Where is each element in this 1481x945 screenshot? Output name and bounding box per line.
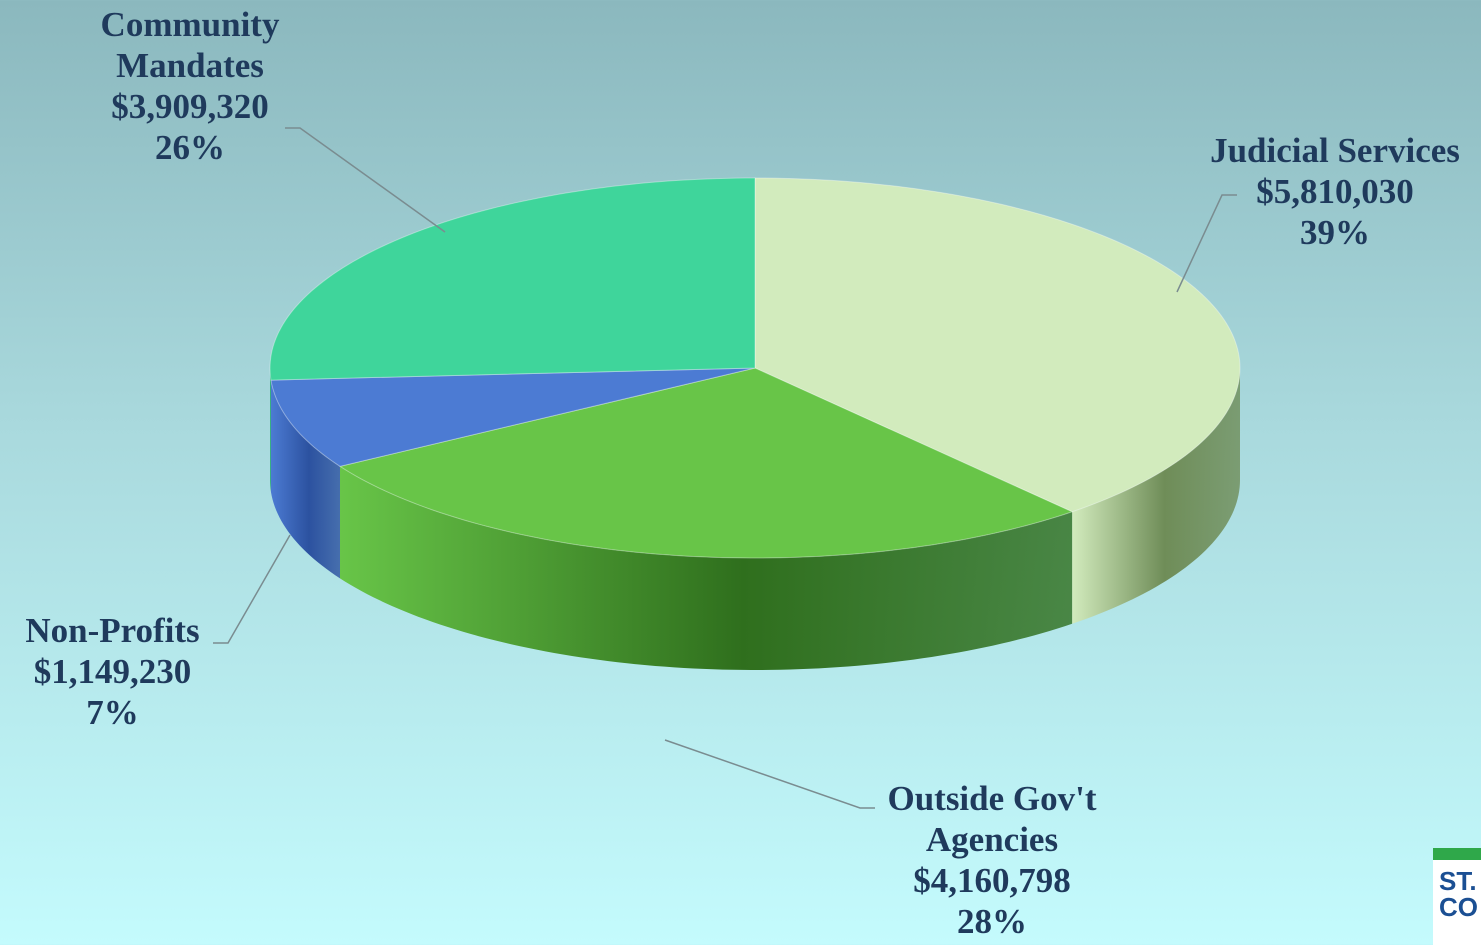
- slice-side: [270, 368, 271, 493]
- value-label: $1,149,230: [33, 652, 192, 691]
- category-label: Outside Gov't Agencies: [887, 779, 1097, 859]
- slice-tops: [269, 177, 1241, 559]
- percent-label: 26%: [155, 128, 225, 167]
- slice-side: [1072, 368, 1240, 624]
- leader-line: [664, 739, 875, 809]
- slice-label: Community Mandates $3,909,320 26%: [70, 4, 310, 168]
- slice-side: [270, 380, 341, 579]
- slice-side: [340, 466, 1073, 670]
- logo: ST. CO: [1433, 848, 1481, 945]
- slice: [338, 367, 1074, 559]
- slice: [269, 177, 756, 381]
- percent-label: 28%: [957, 902, 1027, 941]
- slice-label: Non-Profits $1,149,230 7%: [0, 610, 225, 733]
- value-label: $4,160,798: [913, 861, 1071, 900]
- value-label: $3,909,320: [111, 87, 269, 126]
- logo-text: ST.: [1439, 866, 1477, 896]
- category-label: Community Mandates: [100, 5, 280, 85]
- slice-label: Outside Gov't Agencies $4,160,798 28%: [857, 778, 1127, 942]
- leader-lines: [213, 127, 1237, 809]
- slice: [754, 177, 1241, 513]
- leader-line: [285, 127, 446, 233]
- category-label: Judicial Services: [1210, 131, 1460, 170]
- slice-sides: [270, 368, 1240, 670]
- slice-label: Judicial Services $5,810,030 39%: [1185, 130, 1481, 253]
- slice: [270, 367, 756, 467]
- value-label: $5,810,030: [1256, 172, 1414, 211]
- logo-text: CO: [1439, 892, 1478, 922]
- leader-line: [213, 534, 291, 644]
- percent-label: 7%: [86, 693, 139, 732]
- category-label: Non-Profits: [25, 611, 200, 650]
- leader-line: [1176, 194, 1237, 293]
- percent-label: 39%: [1300, 213, 1370, 252]
